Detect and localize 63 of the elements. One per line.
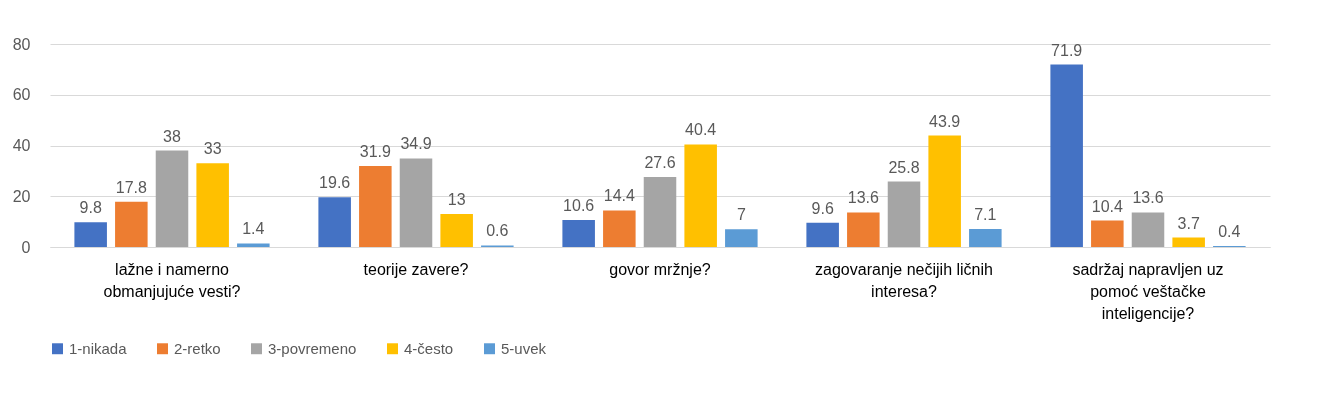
data-label: 7 xyxy=(736,206,746,224)
bar xyxy=(684,144,717,247)
data-label: 19.6 xyxy=(319,174,351,192)
data-label: 13.6 xyxy=(1132,189,1164,207)
data-label: 13.6 xyxy=(847,189,880,207)
legend-label: 5-uvek xyxy=(501,339,547,357)
y-tick-label: 60 xyxy=(12,86,31,104)
data-label: 0.6 xyxy=(486,222,509,240)
data-label: 33 xyxy=(203,140,222,158)
bar xyxy=(1091,220,1124,247)
legend-label: 2-retko xyxy=(174,339,221,357)
y-tick-label: 40 xyxy=(12,137,31,154)
legend-label: 4-često xyxy=(404,339,454,357)
data-label: 1.4 xyxy=(242,220,265,238)
data-label: 7.1 xyxy=(974,205,997,223)
x-tick-label: zagovaranje nečijih ličnih interesa? xyxy=(815,260,993,300)
bar xyxy=(359,166,392,247)
data-label: 0.4 xyxy=(1218,222,1241,240)
y-tick-label: 0 xyxy=(21,238,31,256)
legend-label: 1-nikada xyxy=(69,339,128,357)
data-label: 9.6 xyxy=(811,199,834,217)
bar xyxy=(847,212,880,247)
bar xyxy=(237,243,270,247)
data-label: 31.9 xyxy=(359,143,392,161)
bar xyxy=(155,150,189,247)
data-label: 17.8 xyxy=(115,178,148,196)
data-label: 38 xyxy=(163,127,181,145)
bar xyxy=(1050,64,1083,247)
data-label: 71.9 xyxy=(1051,41,1083,59)
bar xyxy=(969,228,1002,247)
x-tick-label: govor mržnje? xyxy=(609,260,711,278)
data-label: 27.6 xyxy=(644,153,676,171)
data-label: 3.7 xyxy=(1177,214,1200,232)
bar xyxy=(74,222,107,247)
data-label: 40.4 xyxy=(685,121,717,139)
bar xyxy=(928,135,961,247)
y-tick-label: 20 xyxy=(12,187,31,205)
bar xyxy=(318,197,351,247)
bar xyxy=(725,229,758,247)
data-label: 10.6 xyxy=(563,197,595,215)
data-label: 13 xyxy=(447,191,466,209)
bar xyxy=(115,201,148,247)
data-label: 25.8 xyxy=(888,158,920,176)
bar xyxy=(643,176,677,247)
bar xyxy=(399,158,433,247)
data-label: 10.4 xyxy=(1091,197,1124,215)
bar xyxy=(887,181,921,247)
y-tick-label: 80 xyxy=(12,35,31,53)
data-label: 34.9 xyxy=(400,135,432,153)
bar xyxy=(562,220,595,247)
data-label: 14.4 xyxy=(603,187,636,205)
data-label: 9.8 xyxy=(79,199,102,217)
bar xyxy=(440,214,473,247)
bar xyxy=(1131,212,1165,247)
bar xyxy=(603,210,636,247)
x-tick-label: lažne i namerno obmanjujuće vesti? xyxy=(103,260,241,300)
bar xyxy=(1172,237,1205,247)
x-tick-label: teorije zavere? xyxy=(363,260,469,278)
x-tick-label: sadržaj napravljen uz pomoć veštačke inteligencije? xyxy=(1072,260,1224,322)
bar xyxy=(196,163,229,247)
legend-label: 3-povremeno xyxy=(268,339,357,357)
data-label: 43.9 xyxy=(929,112,961,130)
bar xyxy=(806,222,839,247)
